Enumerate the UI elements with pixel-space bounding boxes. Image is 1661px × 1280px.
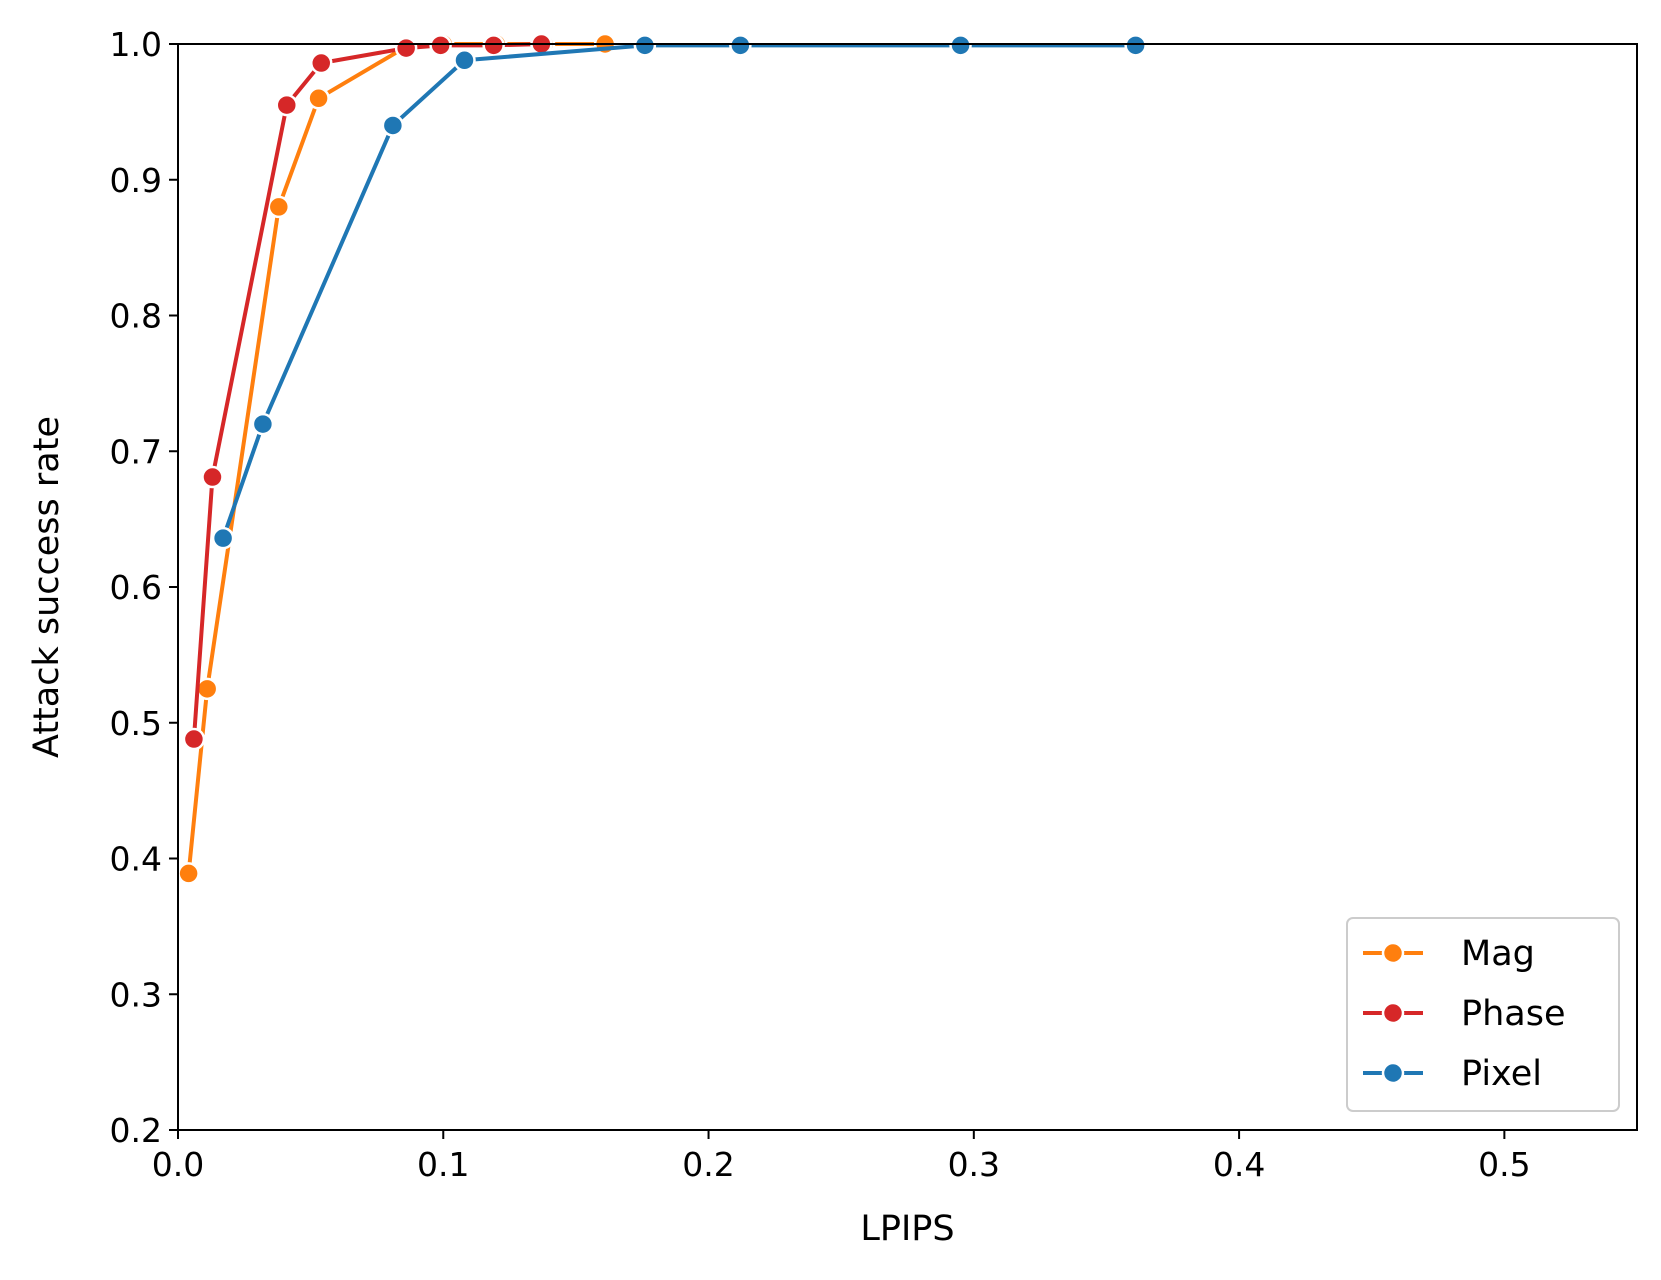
pixel-point xyxy=(211,526,235,550)
legend-item-mag: Mag xyxy=(1363,934,1535,974)
phase-line xyxy=(191,41,544,742)
y-tick-label: 0.4 xyxy=(110,840,162,879)
x-tick-label: 0.2 xyxy=(682,1145,734,1184)
series-phase xyxy=(182,32,553,751)
legend-box xyxy=(1346,917,1620,1112)
legend-item-phase: Phase xyxy=(1363,994,1566,1034)
phase-point xyxy=(309,51,333,75)
y-tick-label: 0.8 xyxy=(110,297,162,336)
x-tick-label: 0.4 xyxy=(1213,1145,1265,1184)
legend-mag-marker xyxy=(1381,941,1405,965)
y-tick-label: 0.9 xyxy=(110,161,162,200)
x-axis-label: LPIPS xyxy=(860,1209,954,1249)
phase-point xyxy=(201,465,224,489)
pixel-point xyxy=(251,412,275,436)
mag-point xyxy=(195,677,219,701)
phase-point xyxy=(275,93,299,117)
legend: Mag Phase Pixel xyxy=(1346,917,1620,1112)
y-tick-label: 0.6 xyxy=(110,568,162,607)
pixel-line xyxy=(220,43,1138,541)
x-tick-label: 0.1 xyxy=(417,1145,469,1184)
y-tick-label: 1.0 xyxy=(110,25,162,64)
legend-phase-marker xyxy=(1381,1001,1405,1025)
mag-point xyxy=(267,195,291,219)
legend-item-pixel: Pixel xyxy=(1363,1054,1542,1094)
phase-point xyxy=(182,727,206,751)
series-pixel xyxy=(211,34,1147,550)
pixel-point xyxy=(1124,34,1147,57)
mag-point xyxy=(307,87,330,110)
phase-point xyxy=(429,34,452,57)
y-tick-label: 0.5 xyxy=(110,704,162,743)
pixel-point xyxy=(949,34,972,57)
x-tick-label: 0.3 xyxy=(948,1145,1000,1184)
pixel-point xyxy=(381,114,405,137)
series-mag xyxy=(177,32,617,885)
y-axis-label: Attack success rate xyxy=(27,416,67,758)
phase-point xyxy=(482,34,505,57)
x-tick-label: 0.5 xyxy=(1478,1145,1530,1184)
y-tick-label: 0.7 xyxy=(110,432,162,471)
pixel-point xyxy=(729,34,752,57)
legend-phase-label: Phase xyxy=(1461,994,1566,1034)
legend-mag-label: Mag xyxy=(1461,934,1535,974)
mag-point xyxy=(177,862,200,885)
x-tick-label: 0.0 xyxy=(152,1145,204,1184)
pixel-point xyxy=(453,49,476,72)
pixel-point xyxy=(633,34,657,57)
series-layer xyxy=(177,32,1147,885)
y-tick-label: 0.2 xyxy=(110,1111,162,1150)
phase-point xyxy=(394,36,418,60)
legend-pixel-label: Pixel xyxy=(1461,1054,1542,1094)
axes-layer: 0.0 0.1 0.2 0.3 0.4 0.5 0.2 0.3 0.4 0.5 0.6 0.7 0.8 0… xyxy=(110,25,1531,1184)
legend-pixel-marker xyxy=(1381,1061,1405,1085)
y-tick-label: 0.3 xyxy=(110,975,162,1014)
